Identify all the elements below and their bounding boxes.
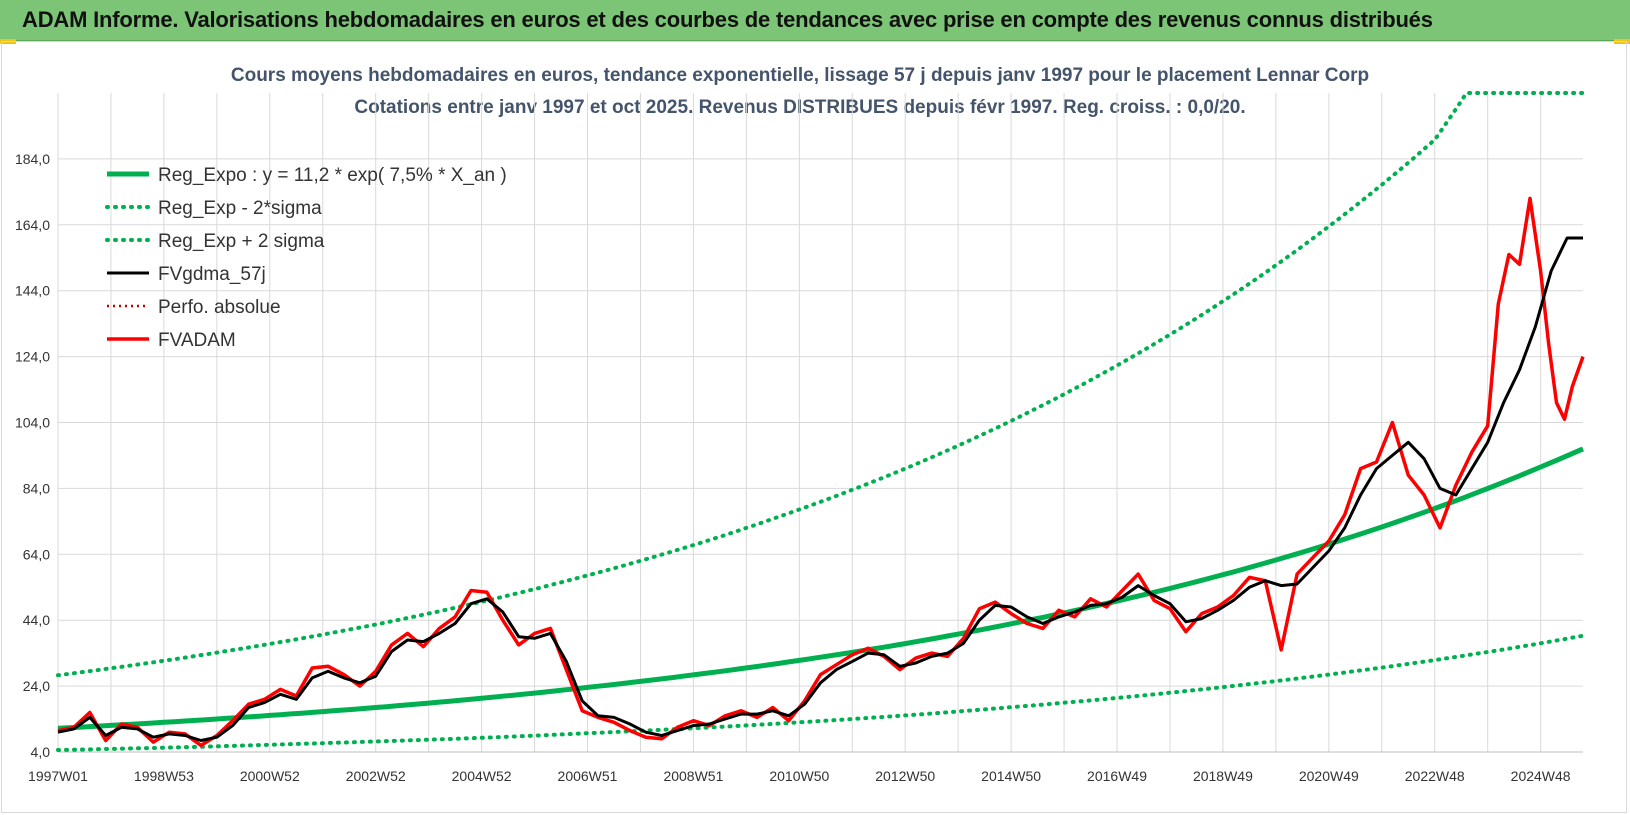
legend-label: Perfo. absolue (158, 297, 281, 318)
series-reg-minus-sigma (56, 633, 1585, 752)
series-reg-plus-sigma (56, 91, 1585, 678)
legend-label: Reg_Exp + 2 sigma (158, 231, 325, 252)
y-tick-label: 144,0 (15, 283, 50, 299)
x-tick-label: 2016W49 (1087, 768, 1147, 784)
x-tick-label: 2024W48 (1511, 768, 1571, 784)
chart-title: Cours moyens hebdomadaires en euros, ten… (230, 65, 1370, 86)
x-tick-label: 2002W52 (346, 768, 406, 784)
x-tick-label: 2022W48 (1405, 768, 1465, 784)
x-tick-label: 2006W51 (558, 768, 618, 784)
x-tick-label: 1998W53 (134, 768, 194, 784)
x-tick-label: 2010W50 (769, 768, 829, 784)
y-tick-label: 184,0 (15, 151, 50, 167)
x-tick-label: 2008W51 (663, 768, 723, 784)
y-tick-label: 164,0 (15, 217, 50, 233)
legend-label: Reg_Expo : y = 11,2 * exp( 7,5% * X_an ) (158, 165, 507, 186)
report-banner: ADAM Informe. Valorisations hebdomadaire… (0, 0, 1630, 41)
legend-label: FVgdma_57j (158, 264, 266, 285)
legend-label: FVADAM (158, 330, 236, 351)
banner-title: ADAM Informe. Valorisations hebdomadaire… (22, 7, 1433, 32)
x-tick-label: 2012W50 (875, 768, 935, 784)
chart-subtitle: Cotations entre janv 1997 et oct 2025. R… (354, 97, 1246, 118)
y-tick-label: 84,0 (23, 480, 50, 496)
series-fvgdma (57, 236, 1583, 742)
legend-label: Reg_Exp - 2*sigma (158, 198, 322, 219)
x-tick-label: 2018W49 (1193, 768, 1253, 784)
x-tick-label: 2004W52 (452, 768, 512, 784)
y-tick-label: 4,0 (31, 744, 51, 760)
y-tick-label: 24,0 (23, 678, 50, 694)
y-tick-label: 104,0 (15, 415, 50, 431)
series-fvadam (57, 196, 1585, 748)
x-tick-label: 1997W01 (28, 768, 88, 784)
chart-frame (1, 41, 1627, 813)
series-reg-expo (57, 446, 1584, 731)
x-tick-label: 2020W49 (1299, 768, 1359, 784)
x-tick-label: 2014W50 (981, 768, 1041, 784)
y-tick-label: 44,0 (23, 612, 50, 628)
x-tick-label: 2000W52 (240, 768, 300, 784)
y-tick-label: 64,0 (23, 546, 50, 562)
y-tick-label: 124,0 (15, 349, 50, 365)
